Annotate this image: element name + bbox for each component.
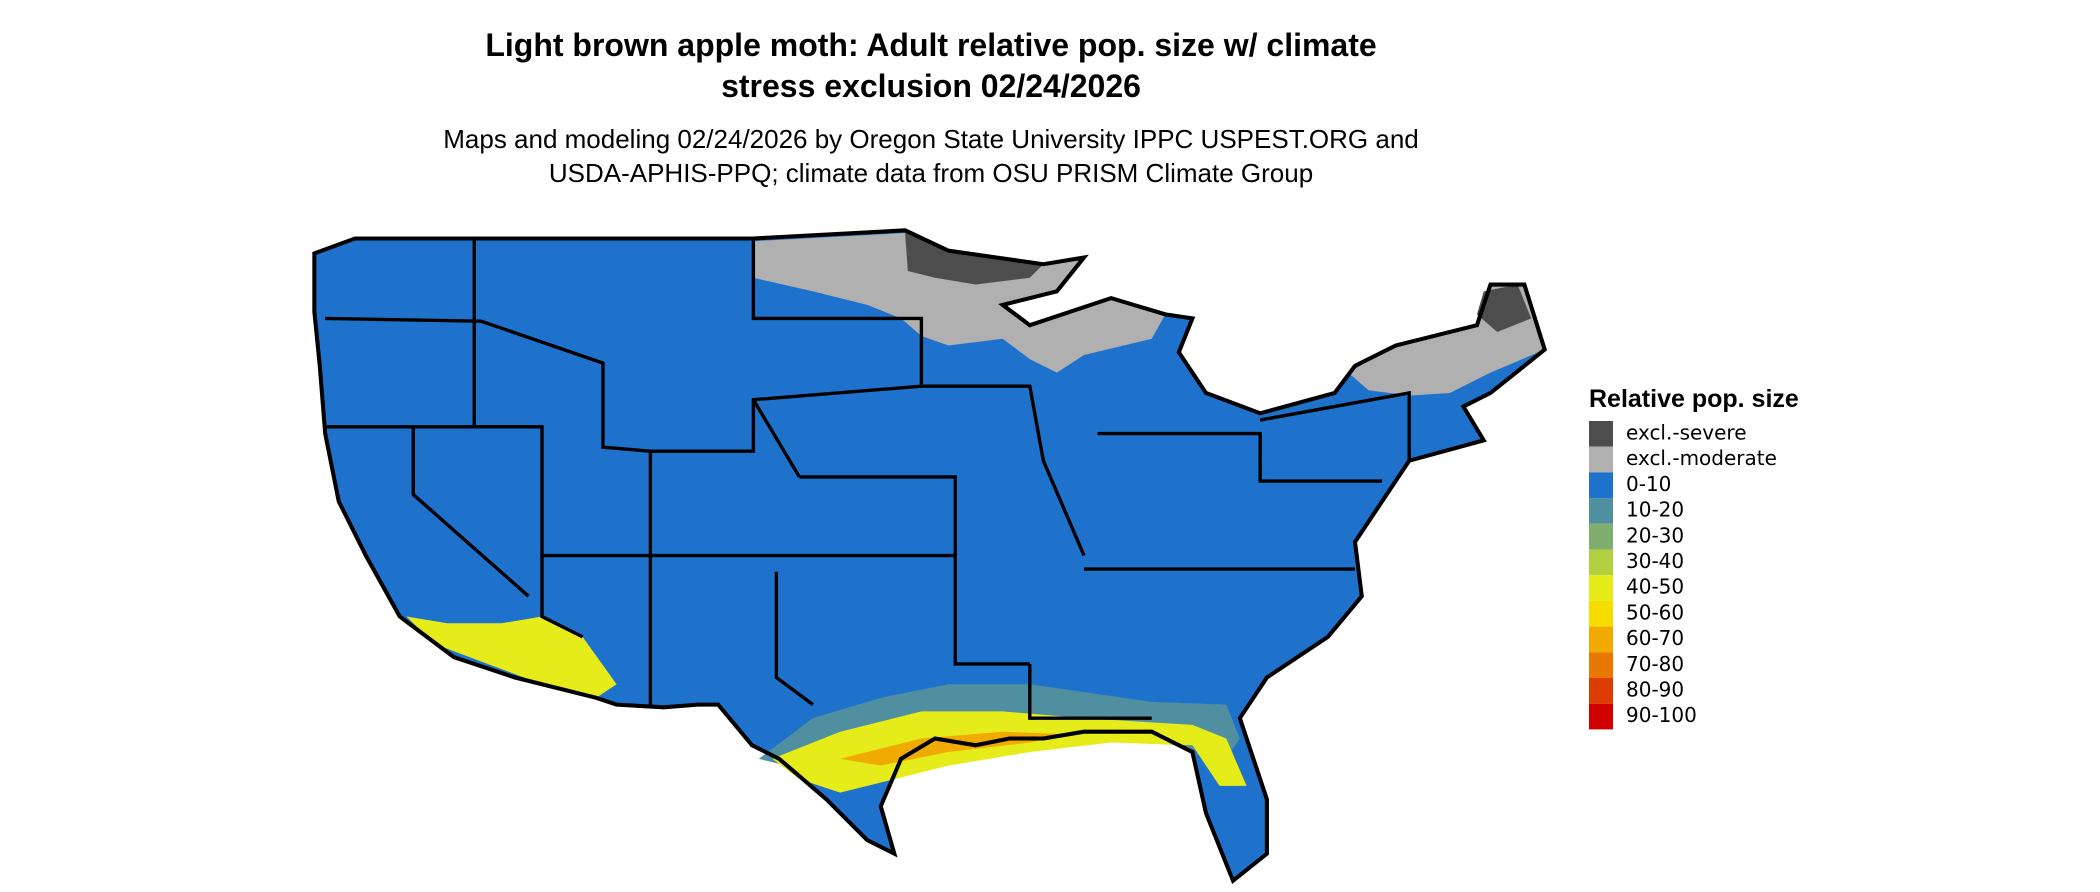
outline [312,228,1548,885]
severe-zone [1476,284,1532,332]
legend-swatch [1589,600,1613,627]
legend-swatch [1589,575,1613,601]
severe-zone [905,233,1044,285]
legend-swatch [1589,626,1613,653]
legend-swatch [1589,498,1613,524]
moderate-zone [753,233,1166,373]
title-line: stress exclusion 02/24/2026 [721,68,1141,104]
legend-label: excl.-severe [1626,421,1747,445]
state-borders [325,238,1411,720]
legend-label: 50-60 [1626,600,1684,624]
legend-label: 20-30 [1626,523,1684,547]
legend-label: 80-90 [1626,678,1684,702]
title-line: Light brown apple moth: Adult relative p… [485,27,1376,63]
legend: excl.-severeexcl.-moderate0-1010-2020-30… [1589,421,1777,730]
legend-label: 0-10 [1626,472,1671,496]
legend-label: 30-40 [1626,549,1684,573]
legend-label: 10-20 [1626,498,1684,522]
legend-label: 70-80 [1626,652,1684,676]
legend-label: 60-70 [1626,626,1684,650]
legend-swatch [1589,703,1613,730]
legend-swatch [1589,421,1613,447]
us-map [312,228,1548,885]
subtitle-line: Maps and modeling 02/24/2026 by Oregon S… [443,124,1419,154]
legend-title: Relative pop. size [1589,385,1799,413]
legend-swatch [1589,523,1613,550]
subtitle-line: USDA-APHIS-PPQ; climate data from OSU PR… [549,158,1313,188]
legend-swatch [1589,472,1613,499]
legend-label: 90-100 [1626,703,1697,727]
legend-label: 40-50 [1626,575,1684,599]
legend-swatch [1589,678,1613,704]
legend-label: excl.-moderate [1626,446,1777,470]
legend-swatch [1589,549,1613,576]
legend-swatch [1589,446,1613,473]
legend-swatch [1589,652,1613,678]
warm-patch [406,616,617,698]
